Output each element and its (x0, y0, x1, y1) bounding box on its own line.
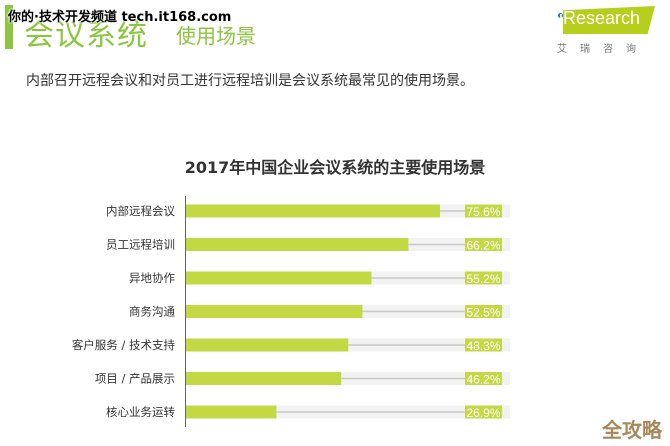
category-label: 项目 / 产品展示 (95, 372, 175, 386)
page-title: 会议系统 (24, 18, 148, 53)
value-label-box (465, 305, 502, 318)
page-subtitle: 使用场景 (176, 24, 256, 48)
category-label: 客户服务 / 技术支持 (72, 338, 176, 352)
summary-text: 内部召开远程会议和对员工进行远程培训是会议系统最常见的使用场景。 (26, 73, 474, 89)
value-label-box (465, 405, 502, 419)
value-label: 66.2% (466, 239, 500, 253)
iresearch-logo: iResearch 艾瑞咨询 (555, 4, 665, 55)
category-label: 核心业务运转 (106, 405, 175, 419)
logo-cn: 艾瑞咨询 (557, 44, 649, 55)
category-label: 员工远程培训 (106, 238, 175, 252)
bar (186, 305, 363, 318)
value-label-box (465, 338, 502, 352)
value-label: 26.9% (466, 406, 500, 420)
value-label-box (465, 238, 502, 251)
chart-title: 2017年中国企业会议系统的主要使用场景 (184, 158, 486, 177)
value-label: 75.6% (466, 205, 500, 219)
value-label: 48.3% (466, 339, 500, 353)
value-label-box (465, 204, 502, 218)
value-label: 46.2% (466, 373, 500, 387)
bar (186, 405, 277, 419)
title-accent-bar (5, 5, 13, 49)
bar (186, 238, 409, 251)
value-label-box (465, 271, 502, 285)
logo-brand: iResearch (559, 8, 641, 28)
value-label: 55.2% (466, 272, 500, 286)
bar (186, 271, 372, 285)
bar (186, 372, 342, 385)
watermark-top: 你的·技术开发频道 tech.it168.com (8, 10, 232, 25)
bar (186, 338, 349, 352)
watermark-bottom: 全攻略 (602, 418, 662, 442)
category-label: 异地协作 (129, 271, 175, 285)
category-label: 内部远程会议 (106, 204, 175, 218)
value-label-box (465, 372, 502, 385)
value-label: 52.5% (466, 306, 500, 320)
bar (186, 204, 441, 218)
category-label: 商务沟通 (129, 305, 175, 319)
